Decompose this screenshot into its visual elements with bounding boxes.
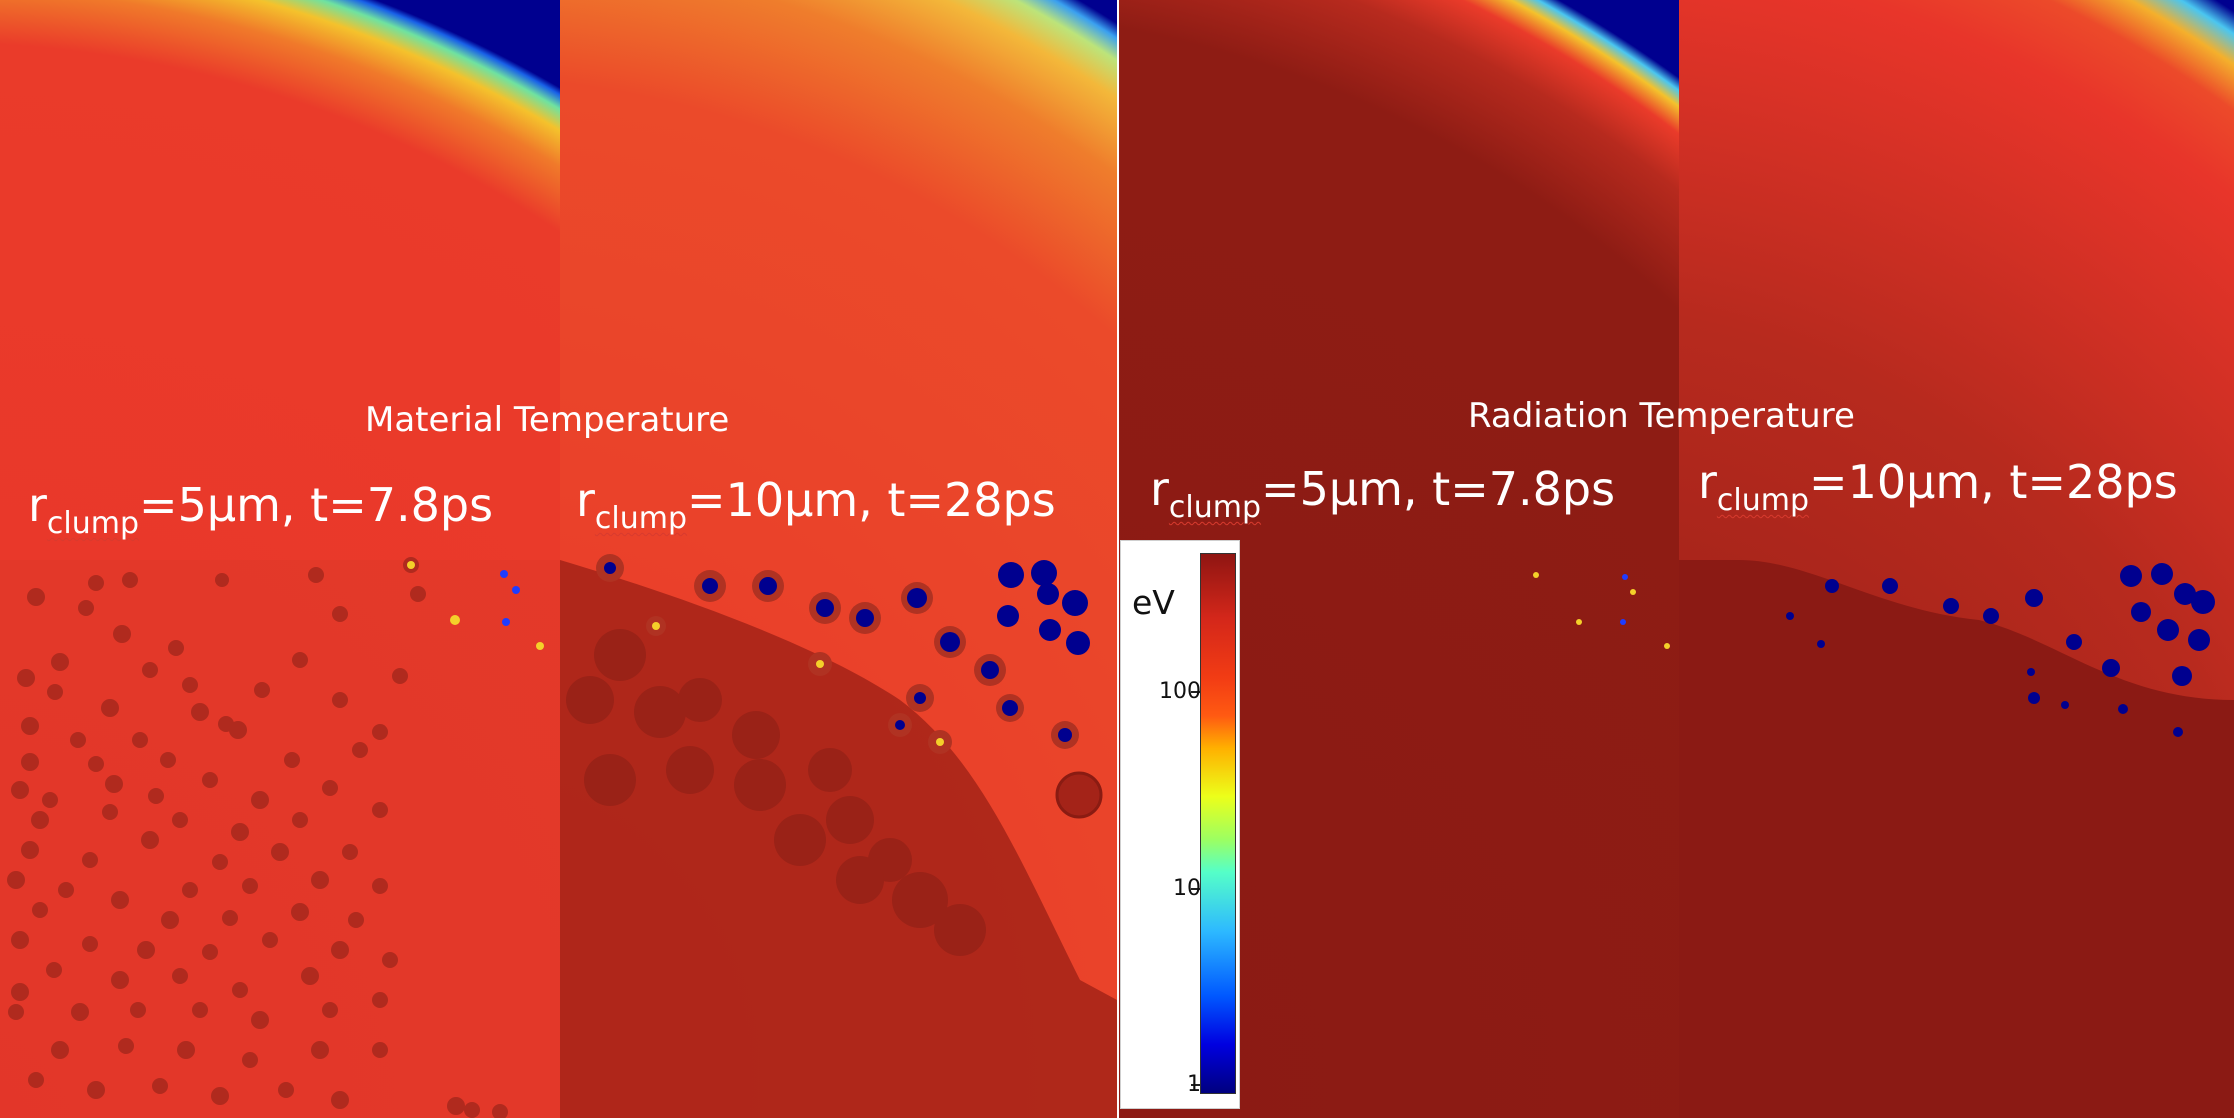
material-clumps-5um: [7, 557, 508, 1118]
material-temp-field-10um: [560, 0, 1117, 1118]
panel-divider: [1117, 0, 1119, 1118]
material-temp-field-5um: [0, 0, 560, 1118]
radiation-temperature-title: Radiation Temperature: [1468, 396, 1855, 436]
colorbar: eV 100 10 1: [1120, 540, 1240, 1109]
material-temp-panel-5um: [0, 0, 560, 1118]
colorbar-gradient: [1200, 553, 1236, 1094]
radiation-cold-clumps-10um: [1786, 563, 2215, 737]
material-temp-panel-10um: [560, 0, 1117, 1118]
colorbar-tick-1: 1: [1187, 1072, 1201, 1097]
material-hot-clumps-5um: [407, 561, 544, 650]
panel-label-radiation-10um: rclump=10μm, t=28ps: [1698, 455, 2178, 518]
material-temperature-title: Material Temperature: [365, 400, 730, 440]
radiation-hot-spots-5um: [1533, 572, 1670, 649]
radiation-temp-panel-10um: [1679, 0, 2234, 1118]
colorbar-unit-label: eV: [1132, 583, 1175, 622]
material-cold-clumps-10um: [596, 554, 1090, 754]
colorbar-tick-mark-100: [1191, 691, 1200, 693]
material-clumps-10um: [566, 629, 986, 956]
radiation-temp-field-10um: [1679, 0, 2234, 1118]
colorbar-tick-100: 100: [1159, 679, 1201, 704]
colorbar-tick-mark-1: [1191, 1084, 1200, 1086]
colorbar-tick-10: 10: [1173, 876, 1201, 901]
panel-label-material-5um: rclump=5μm, t=7.8ps: [28, 478, 494, 541]
colorbar-tick-mark-10: [1191, 888, 1200, 890]
panel-label-material-10um: rclump=10μm, t=28ps: [576, 473, 1056, 536]
panel-label-radiation-5um: rclump=5μm, t=7.8ps: [1150, 462, 1616, 525]
